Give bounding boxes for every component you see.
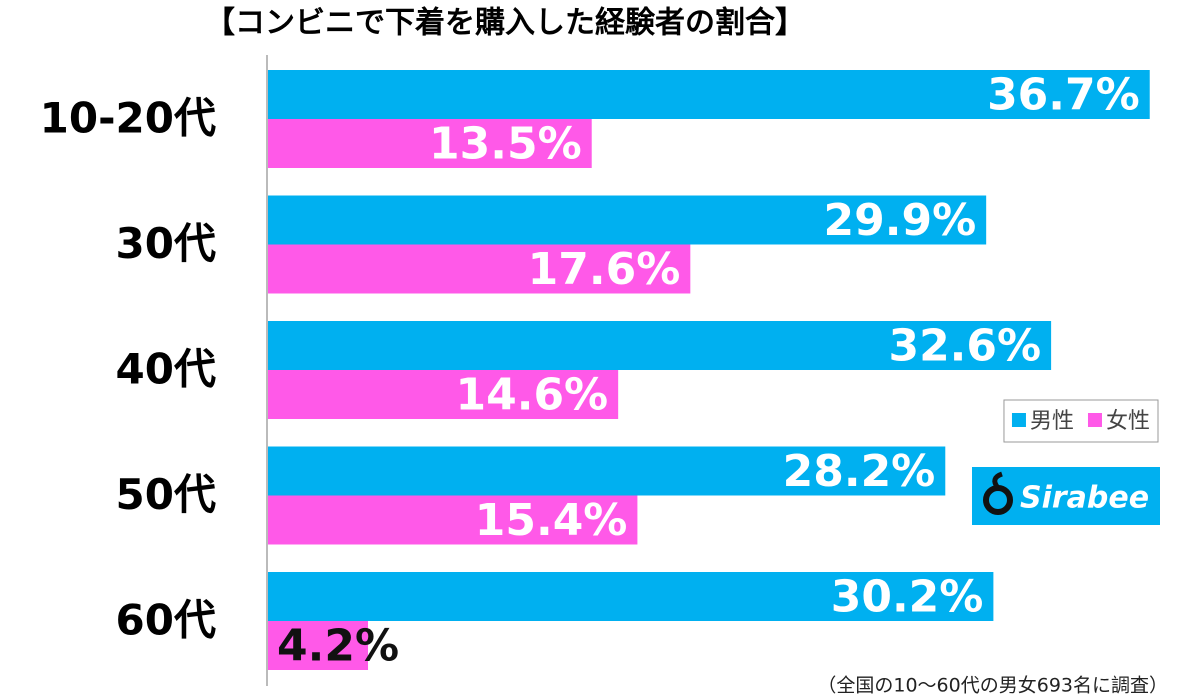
value-label: 30.2% (831, 572, 984, 623)
value-label: 29.9% (824, 195, 977, 246)
bar (267, 70, 1150, 119)
bar (267, 495, 638, 545)
category-label: 40代 (116, 345, 216, 394)
bar (267, 119, 592, 168)
value-label: 28.2% (783, 446, 936, 497)
value-label: 4.2% (277, 621, 399, 672)
legend-swatch (1011, 413, 1026, 427)
value-label: 36.7% (987, 70, 1140, 121)
legend-label: 男性 (1030, 409, 1074, 434)
category-label: 60代 (116, 596, 216, 645)
footnote: （全国の10～60代の男女693名に調査） (817, 675, 1168, 697)
legend: 男性 女性 (1003, 399, 1159, 443)
logo-icon-stem (992, 471, 1003, 490)
value-label: 13.5% (429, 119, 582, 170)
value-label: 14.6% (456, 370, 609, 421)
value-label: 17.6% (528, 244, 681, 295)
bar (267, 321, 1052, 370)
category-label: 50代 (116, 470, 216, 519)
logo-background (972, 467, 1160, 525)
value-label: 32.6% (888, 321, 1041, 372)
logo-text: Sirabee (1020, 481, 1149, 516)
legend-swatch (1087, 413, 1102, 427)
bar (267, 195, 987, 245)
chart-title: 【コンビニで下着を購入した経験者の割合】 (205, 6, 805, 41)
bar (267, 621, 369, 670)
category-label: 30代 (116, 219, 216, 268)
bar (267, 446, 946, 496)
category-label: 10-20代 (40, 94, 216, 143)
logo: Sirabee (972, 467, 1160, 525)
value-label: 15.4% (475, 495, 628, 546)
bar (267, 244, 691, 294)
legend-box (1003, 399, 1159, 443)
bar (267, 370, 619, 419)
bar (267, 572, 994, 621)
legend-label: 女性 (1106, 409, 1150, 434)
